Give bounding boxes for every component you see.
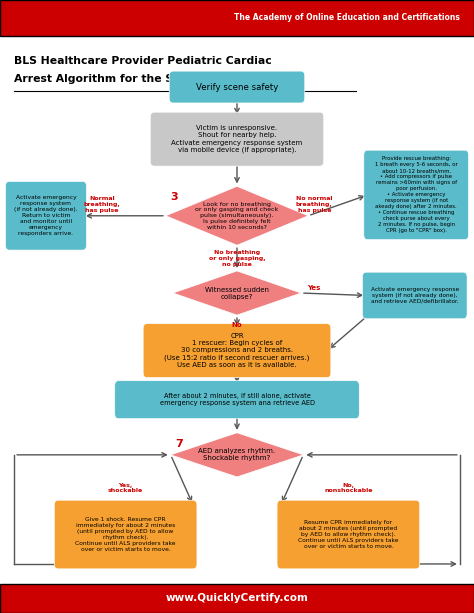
Text: No: No: [232, 322, 242, 328]
FancyBboxPatch shape: [0, 584, 474, 613]
Polygon shape: [171, 433, 303, 477]
Text: Look for no breathing
or only gasping and check
pulse (simultaneously).
Is pulse: Look for no breathing or only gasping an…: [195, 202, 279, 230]
Text: 3: 3: [171, 192, 178, 202]
Text: Witnessed sudden
collapse?: Witnessed sudden collapse?: [205, 286, 269, 300]
Text: After about 2 minutes, if still alone, activate
emergency response system ana re: After about 2 minutes, if still alone, a…: [159, 393, 315, 406]
Text: Resume CPR immediately for
about 2 minutes (until prompted
by AED to allow rhyth: Resume CPR immediately for about 2 minut…: [298, 520, 399, 549]
Text: No normal
breathing,
has pulse: No normal breathing, has pulse: [296, 196, 333, 213]
Text: Arrest Algorithm for the Single Provider: Arrest Algorithm for the Single Provider: [14, 74, 259, 83]
Text: Normal
breathing,
has pulse: Normal breathing, has pulse: [83, 196, 120, 213]
Text: No breathing
or only gasping,
no pulse: No breathing or only gasping, no pulse: [209, 250, 265, 267]
Text: www.QuicklyCertify.com: www.QuicklyCertify.com: [165, 593, 309, 603]
FancyBboxPatch shape: [362, 272, 467, 319]
FancyBboxPatch shape: [6, 181, 86, 250]
Text: BLS Healthcare Provider Pediatric Cardiac: BLS Healthcare Provider Pediatric Cardia…: [14, 56, 272, 66]
Text: CPR
1 rescuer: Begin cycles of
30 compressions and 2 breaths.
(Use 15:2 ratio if: CPR 1 rescuer: Begin cycles of 30 compre…: [164, 333, 310, 368]
Polygon shape: [166, 186, 308, 245]
Text: Activate emergency response
system (if not already done),
and retrieve AED/defib: Activate emergency response system (if n…: [371, 287, 459, 304]
FancyBboxPatch shape: [143, 324, 331, 378]
Text: Verify scene safety: Verify scene safety: [196, 83, 278, 91]
Text: Give 1 shock. Resume CPR
immediately for about 2 minutes
(until prompted by AED : Give 1 shock. Resume CPR immediately for…: [75, 517, 176, 552]
FancyBboxPatch shape: [364, 150, 468, 240]
FancyBboxPatch shape: [115, 381, 359, 419]
Text: Yes: Yes: [307, 285, 320, 291]
Text: Yes,
shockable: Yes, shockable: [108, 482, 143, 493]
Text: AED analyzes rhythm.
Shockable rhythm?: AED analyzes rhythm. Shockable rhythm?: [199, 448, 275, 462]
FancyBboxPatch shape: [0, 0, 474, 36]
Text: Provide rescue breathing:
1 breath every 5-6 seconds, or
about 10-12 breaths/mm.: Provide rescue breathing: 1 breath every…: [375, 156, 457, 234]
Polygon shape: [173, 271, 301, 315]
FancyBboxPatch shape: [150, 112, 324, 166]
Text: The Academy of Online Education and Certifications: The Academy of Online Education and Cert…: [234, 13, 460, 22]
FancyBboxPatch shape: [169, 71, 305, 103]
Text: Victim is unresponsive.
Shout for nearby help.
Activate emergency response syste: Victim is unresponsive. Shout for nearby…: [172, 125, 302, 153]
Text: No,
nonshockable: No, nonshockable: [324, 482, 373, 493]
Text: Activate emergency
response system
(if not already done).
Return to victim
and m: Activate emergency response system (if n…: [14, 196, 78, 236]
FancyBboxPatch shape: [55, 500, 197, 569]
FancyBboxPatch shape: [277, 500, 419, 569]
Text: 7: 7: [175, 439, 183, 449]
